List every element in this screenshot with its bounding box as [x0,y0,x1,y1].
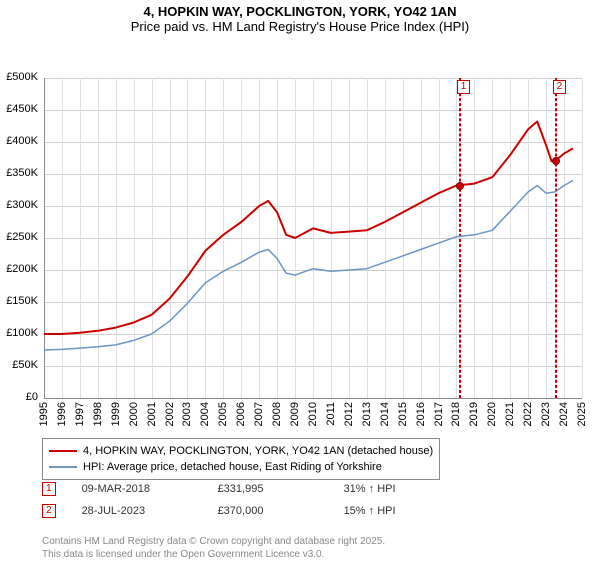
sale-price: £331,995 [218,483,318,495]
series-line-property [44,122,573,335]
x-axis-label: 2003 [181,402,193,426]
chart-lines [0,36,600,400]
sale-row: 2 28-JUL-2023 £370,000 15% ↑ HPI [42,504,396,518]
legend-row: HPI: Average price, detached house, East… [49,459,433,475]
x-axis-label: 2016 [415,402,427,426]
x-axis-label: 2006 [235,402,247,426]
legend-row: 4, HOPKIN WAY, POCKLINGTON, YORK, YO42 1… [49,443,433,459]
x-axis-label: 2024 [558,402,570,426]
chart-title-line2: Price paid vs. HM Land Registry's House … [0,19,600,34]
footnote-line2: This data is licensed under the Open Gov… [42,549,385,561]
sale-marker-dot [456,182,464,190]
x-axis-label: 2007 [253,402,265,426]
x-axis-label: 2002 [164,402,176,426]
x-axis-label: 2025 [576,402,588,426]
x-axis-label: 1995 [38,402,50,426]
x-axis-label: 2008 [271,402,283,426]
sale-row-marker: 2 [42,504,56,518]
x-axis-label: 2022 [522,402,534,426]
x-axis-label: 1999 [110,402,122,426]
chart-title-line1: 4, HOPKIN WAY, POCKLINGTON, YORK, YO42 1… [0,4,600,19]
x-axis-label: 2021 [504,402,516,426]
x-axis-label: 2019 [468,402,480,426]
x-axis-label: 2001 [146,402,158,426]
sale-date: 09-MAR-2018 [82,483,192,495]
x-axis-label: 2010 [307,402,319,426]
x-axis-label: 2018 [450,402,462,426]
legend: 4, HOPKIN WAY, POCKLINGTON, YORK, YO42 1… [42,438,440,480]
sale-row-marker: 1 [42,482,56,496]
x-axis-label: 1997 [74,402,86,426]
x-axis-label: 2012 [343,402,355,426]
legend-swatch [49,450,77,452]
footnote: Contains HM Land Registry data © Crown c… [42,536,385,561]
legend-swatch [49,466,77,468]
x-axis-label: 2014 [379,402,391,426]
x-axis-label: 2000 [128,402,140,426]
x-axis-label: 2017 [433,402,445,426]
x-axis-label: 1998 [92,402,104,426]
sale-price: £370,000 [218,505,318,517]
legend-label: HPI: Average price, detached house, East… [83,461,382,473]
legend-label: 4, HOPKIN WAY, POCKLINGTON, YORK, YO42 1… [83,445,433,457]
x-axis-label: 2011 [325,402,337,426]
x-axis-label: 2004 [199,402,211,426]
x-axis-label: 2005 [217,402,229,426]
sale-vs-hpi: 15% ↑ HPI [344,505,396,517]
x-axis-label: 2013 [361,402,373,426]
x-axis-label: 2020 [486,402,498,426]
sale-date: 28-JUL-2023 [82,505,192,517]
x-axis-label: 2015 [397,402,409,426]
sale-vs-hpi: 31% ↑ HPI [344,483,396,495]
x-axis-label: 2009 [289,402,301,426]
footnote-line1: Contains HM Land Registry data © Crown c… [42,536,385,549]
x-axis-label: 1996 [56,402,68,426]
sale-row: 1 09-MAR-2018 £331,995 31% ↑ HPI [42,482,396,496]
x-axis-label: 2023 [540,402,552,426]
